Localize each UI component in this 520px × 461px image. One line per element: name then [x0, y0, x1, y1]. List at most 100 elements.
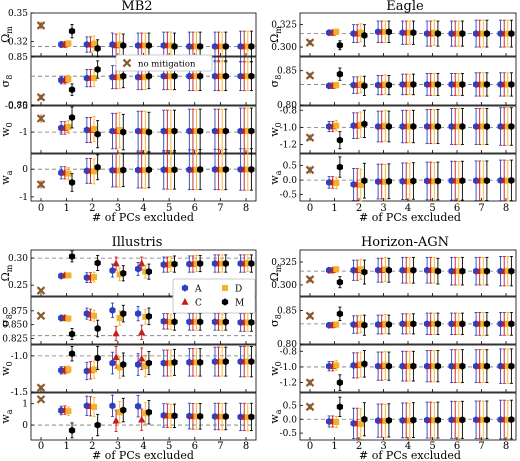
point-D [333, 266, 340, 273]
point-D [193, 73, 200, 80]
x-tick-label: 8 [503, 203, 509, 214]
point-M [120, 41, 127, 50]
subplot-σ8: 0.85 0.80 σ8 [268, 56, 517, 111]
y-tick-label: 0.30 [8, 254, 28, 264]
nomit-point [36, 93, 46, 102]
x-tick-label: 3 [380, 203, 386, 214]
point-C [112, 259, 120, 267]
point-D [219, 413, 226, 420]
point-D [480, 177, 487, 184]
point-M [434, 320, 442, 328]
point-D [116, 127, 123, 134]
point-D [480, 123, 487, 130]
y-tick-label: -0.8 [280, 347, 298, 357]
point-D [333, 82, 340, 89]
x-tick-label: 5 [166, 203, 172, 214]
point-M [145, 166, 153, 174]
point-D [406, 417, 413, 424]
point-D [455, 320, 462, 327]
point-D [431, 417, 438, 424]
legend-label-D: D [235, 285, 242, 295]
nomit-point [305, 275, 315, 284]
y-tick-label: -0.5 [280, 429, 298, 439]
point-M [410, 29, 417, 37]
nomit-point [305, 71, 315, 80]
point-D [116, 364, 123, 371]
point-M [459, 177, 466, 185]
point-D [116, 271, 123, 278]
point-M [434, 30, 442, 38]
point-D [431, 267, 438, 274]
panel-title: Illustris [112, 235, 163, 250]
point-M [508, 30, 515, 38]
point-M [336, 41, 344, 49]
point-M [68, 178, 76, 187]
nomit-point [36, 383, 46, 392]
point-D [116, 315, 123, 322]
point-D [431, 29, 438, 36]
point-D [504, 320, 511, 327]
x-axis-label: # of PCs excluded [92, 211, 194, 224]
x-axis-label: # of PCs excluded [359, 449, 461, 461]
x-tick-label: 2 [356, 203, 362, 214]
subplot-wa: 0 -1 wa [0, 148, 257, 203]
point-D [382, 417, 389, 424]
point-M [197, 318, 204, 326]
point-D [65, 170, 72, 177]
point-D [357, 266, 364, 273]
x-tick-label: 6 [192, 203, 198, 214]
point-M [508, 362, 515, 370]
point-M [120, 269, 127, 277]
point-D [406, 178, 413, 185]
y-tick-label: -1 [19, 193, 28, 203]
legend-marker-D [222, 285, 228, 291]
point-D [357, 320, 364, 327]
point-A [134, 360, 142, 369]
point-A [109, 306, 116, 314]
y-axis-label: wa [0, 170, 14, 184]
x-tick-label: 3 [115, 441, 121, 452]
y-axis-label: Ωm [0, 26, 14, 43]
point-M [410, 80, 417, 89]
point-D [406, 123, 413, 130]
point-M [171, 127, 178, 135]
point-D [504, 30, 511, 37]
point-D [142, 313, 149, 320]
legend-nomit-marker-stroke-b [122, 58, 132, 68]
point-M [336, 278, 344, 286]
point-M [248, 42, 255, 51]
x-axis-label: # of PCs excluded [359, 211, 461, 224]
y-tick-label: -0.5 [280, 191, 298, 201]
point-M [68, 113, 76, 122]
x-tick-label: 0 [307, 203, 313, 214]
subplot-wa: 0.5 0.0 -0.5 wa [268, 392, 517, 441]
y-axis-label: σ8 [0, 75, 14, 88]
x-tick-label: 6 [454, 441, 460, 452]
y-tick-label: 0 [22, 421, 28, 431]
point-D [65, 123, 72, 130]
point-M [434, 416, 442, 424]
point-M [145, 41, 153, 50]
nomit-point [36, 180, 46, 189]
nomit-point-stroke-b [36, 180, 46, 189]
point-D [219, 260, 226, 267]
point-M [385, 81, 393, 89]
point-D [142, 268, 149, 275]
point-D [504, 268, 511, 275]
point-M [483, 80, 491, 89]
point-M [385, 28, 393, 36]
point-M [336, 379, 344, 387]
nomit-point-stroke-b [305, 402, 315, 412]
point-M [197, 412, 204, 420]
x-tick-label: 1 [63, 441, 69, 452]
point-D [142, 42, 149, 49]
point-D [167, 128, 174, 135]
x-tick-label: 7 [217, 441, 223, 452]
x-axis-label: # of PCs excluded [92, 449, 194, 461]
y-axis-label: Ωm [0, 264, 14, 281]
point-M [248, 165, 255, 174]
point-M [361, 321, 368, 329]
y-tick-label: 0.875 [2, 307, 28, 317]
x-tick-label: 8 [503, 441, 509, 452]
